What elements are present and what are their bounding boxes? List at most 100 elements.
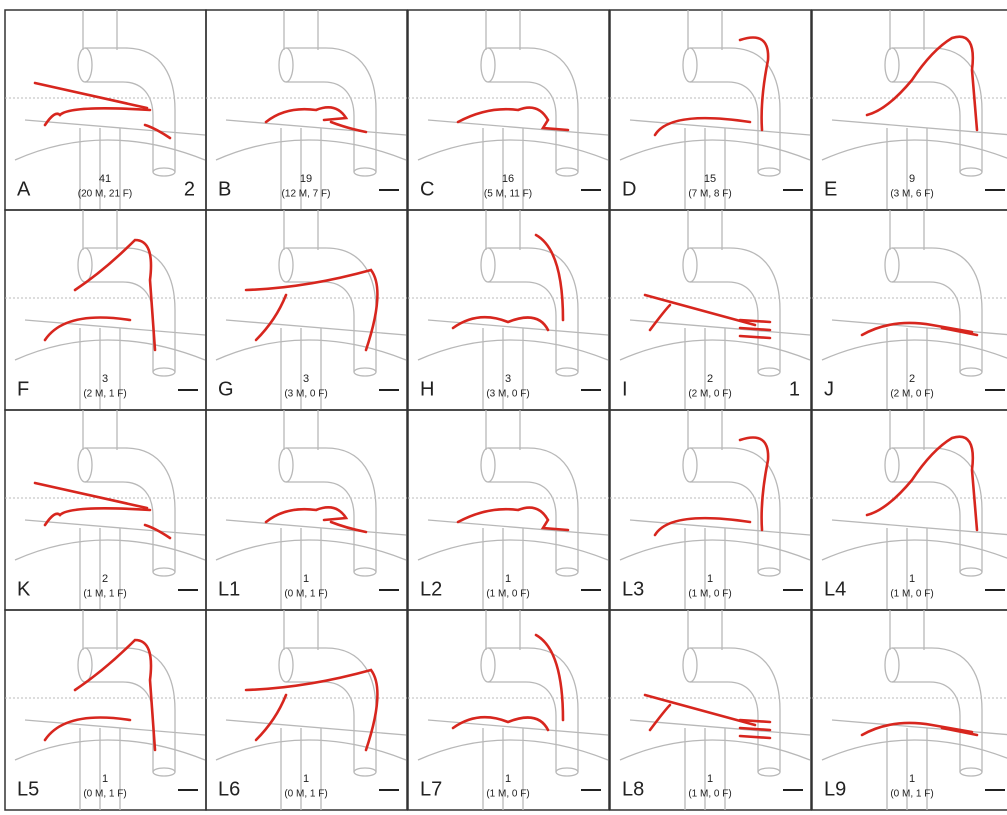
anatomy-line [488,248,578,372]
sex-breakdown: (5 M, 11 F) [484,189,532,200]
vessel-end [556,368,578,376]
vessel-end [354,168,376,176]
anatomy-line [832,120,1007,135]
anatomy-line [226,520,406,535]
vessel-end [960,768,982,776]
vessel-end [960,568,982,576]
vessel-end [683,448,697,482]
sex-breakdown: (0 M, 1 F) [890,789,933,800]
vessel-end [758,568,780,576]
panel-label: C [420,178,434,200]
vessel-end [481,248,495,282]
patient-count: 9 [909,173,915,185]
vessel-end [758,368,780,376]
vessel-end [279,248,293,282]
anatomy-line [822,140,1007,160]
anatomy-line [418,540,608,560]
patient-count: 1 [909,573,915,585]
anatomy-line [15,540,205,560]
sex-breakdown: (1 M, 0 F) [486,789,529,800]
panel: L4 1 (1 M, 0 F) [812,410,1007,610]
panel-label: L8 [622,778,644,800]
anatomy-line [488,648,578,772]
vessel-end [960,368,982,376]
artery-course [45,318,130,341]
panel-label: L2 [420,578,442,600]
vessel-end [885,48,899,82]
anatomy-line [620,540,810,560]
artery-course [75,640,155,750]
anatomy-line [620,740,810,760]
artery-course [45,718,130,741]
anatomy-line [418,140,608,160]
panel: F3(2 M, 1 F) [5,210,206,410]
anatomy-line [428,120,608,135]
patient-count: 1 [707,573,713,585]
sex-breakdown: (3 M, 6 F) [890,189,933,200]
vessel-end [481,448,495,482]
anatomy-line [832,520,1007,535]
panel: E 9 (3 M, 6 F) [812,10,1007,210]
panel-label: L4 [824,578,846,600]
vessel-end [758,168,780,176]
vessel-end [556,568,578,576]
vessel-end [758,768,780,776]
sex-breakdown: (2 M, 0 F) [688,389,731,400]
patient-count: 1 [303,573,309,585]
vessel-end [481,648,495,682]
vessel-end [279,448,293,482]
artery-course [35,483,147,508]
anatomy-line [216,740,406,760]
vessel-end [78,648,92,682]
panel-label: L6 [218,778,240,800]
artery-course [650,705,670,730]
panel: C16(5 M, 11 F) [408,10,609,210]
panel-label: B [218,178,231,200]
panel-label: L5 [17,778,39,800]
artery-course [75,240,155,350]
vessel-end [354,768,376,776]
panel: L31(1 M, 0 F) [610,410,811,610]
sex-breakdown: (1 M, 0 F) [890,589,933,600]
anatomy-line [286,248,376,372]
vessel-end [885,648,899,682]
side-note: 2 [184,178,195,200]
artery-course [645,295,755,325]
panel: L51(0 M, 1 F) [5,610,206,810]
anatomy-line [892,82,960,172]
sex-breakdown: (20 M, 21 F) [78,189,132,200]
sex-breakdown: (2 M, 1 F) [83,389,126,400]
anatomy-line [226,720,406,735]
anatomy-line [286,648,376,772]
artery-course [35,83,147,108]
vessel-end [556,168,578,176]
patient-count: 2 [909,373,915,385]
anatomy-line [892,248,982,372]
patient-count: 1 [102,773,108,785]
vessel-end [279,48,293,82]
vessel-end [153,368,175,376]
anatomy-line [690,82,758,172]
panel: G3(3 M, 0 F) [206,210,407,410]
panel-label: D [622,178,636,200]
patient-count: 1 [505,773,511,785]
anatomy-line [822,540,1007,560]
anatomy-line [418,740,608,760]
sex-breakdown: (3 M, 0 F) [284,389,327,400]
panel: L71(1 M, 0 F) [408,610,609,810]
anatomy-line [620,340,810,360]
sex-breakdown: (0 M, 1 F) [284,589,327,600]
anatomy-line [892,48,982,172]
anatomy-line [822,740,1007,760]
panel-label: E [824,178,837,200]
anatomy-line [822,340,1007,360]
panel-label: G [218,378,234,400]
anatomy-line [690,282,758,372]
vessel-end [683,48,697,82]
anatomy-line [85,248,175,372]
vessel-end [354,568,376,576]
panel-label: I [622,378,628,400]
anatomy-line [15,140,205,160]
vessel-end [153,768,175,776]
